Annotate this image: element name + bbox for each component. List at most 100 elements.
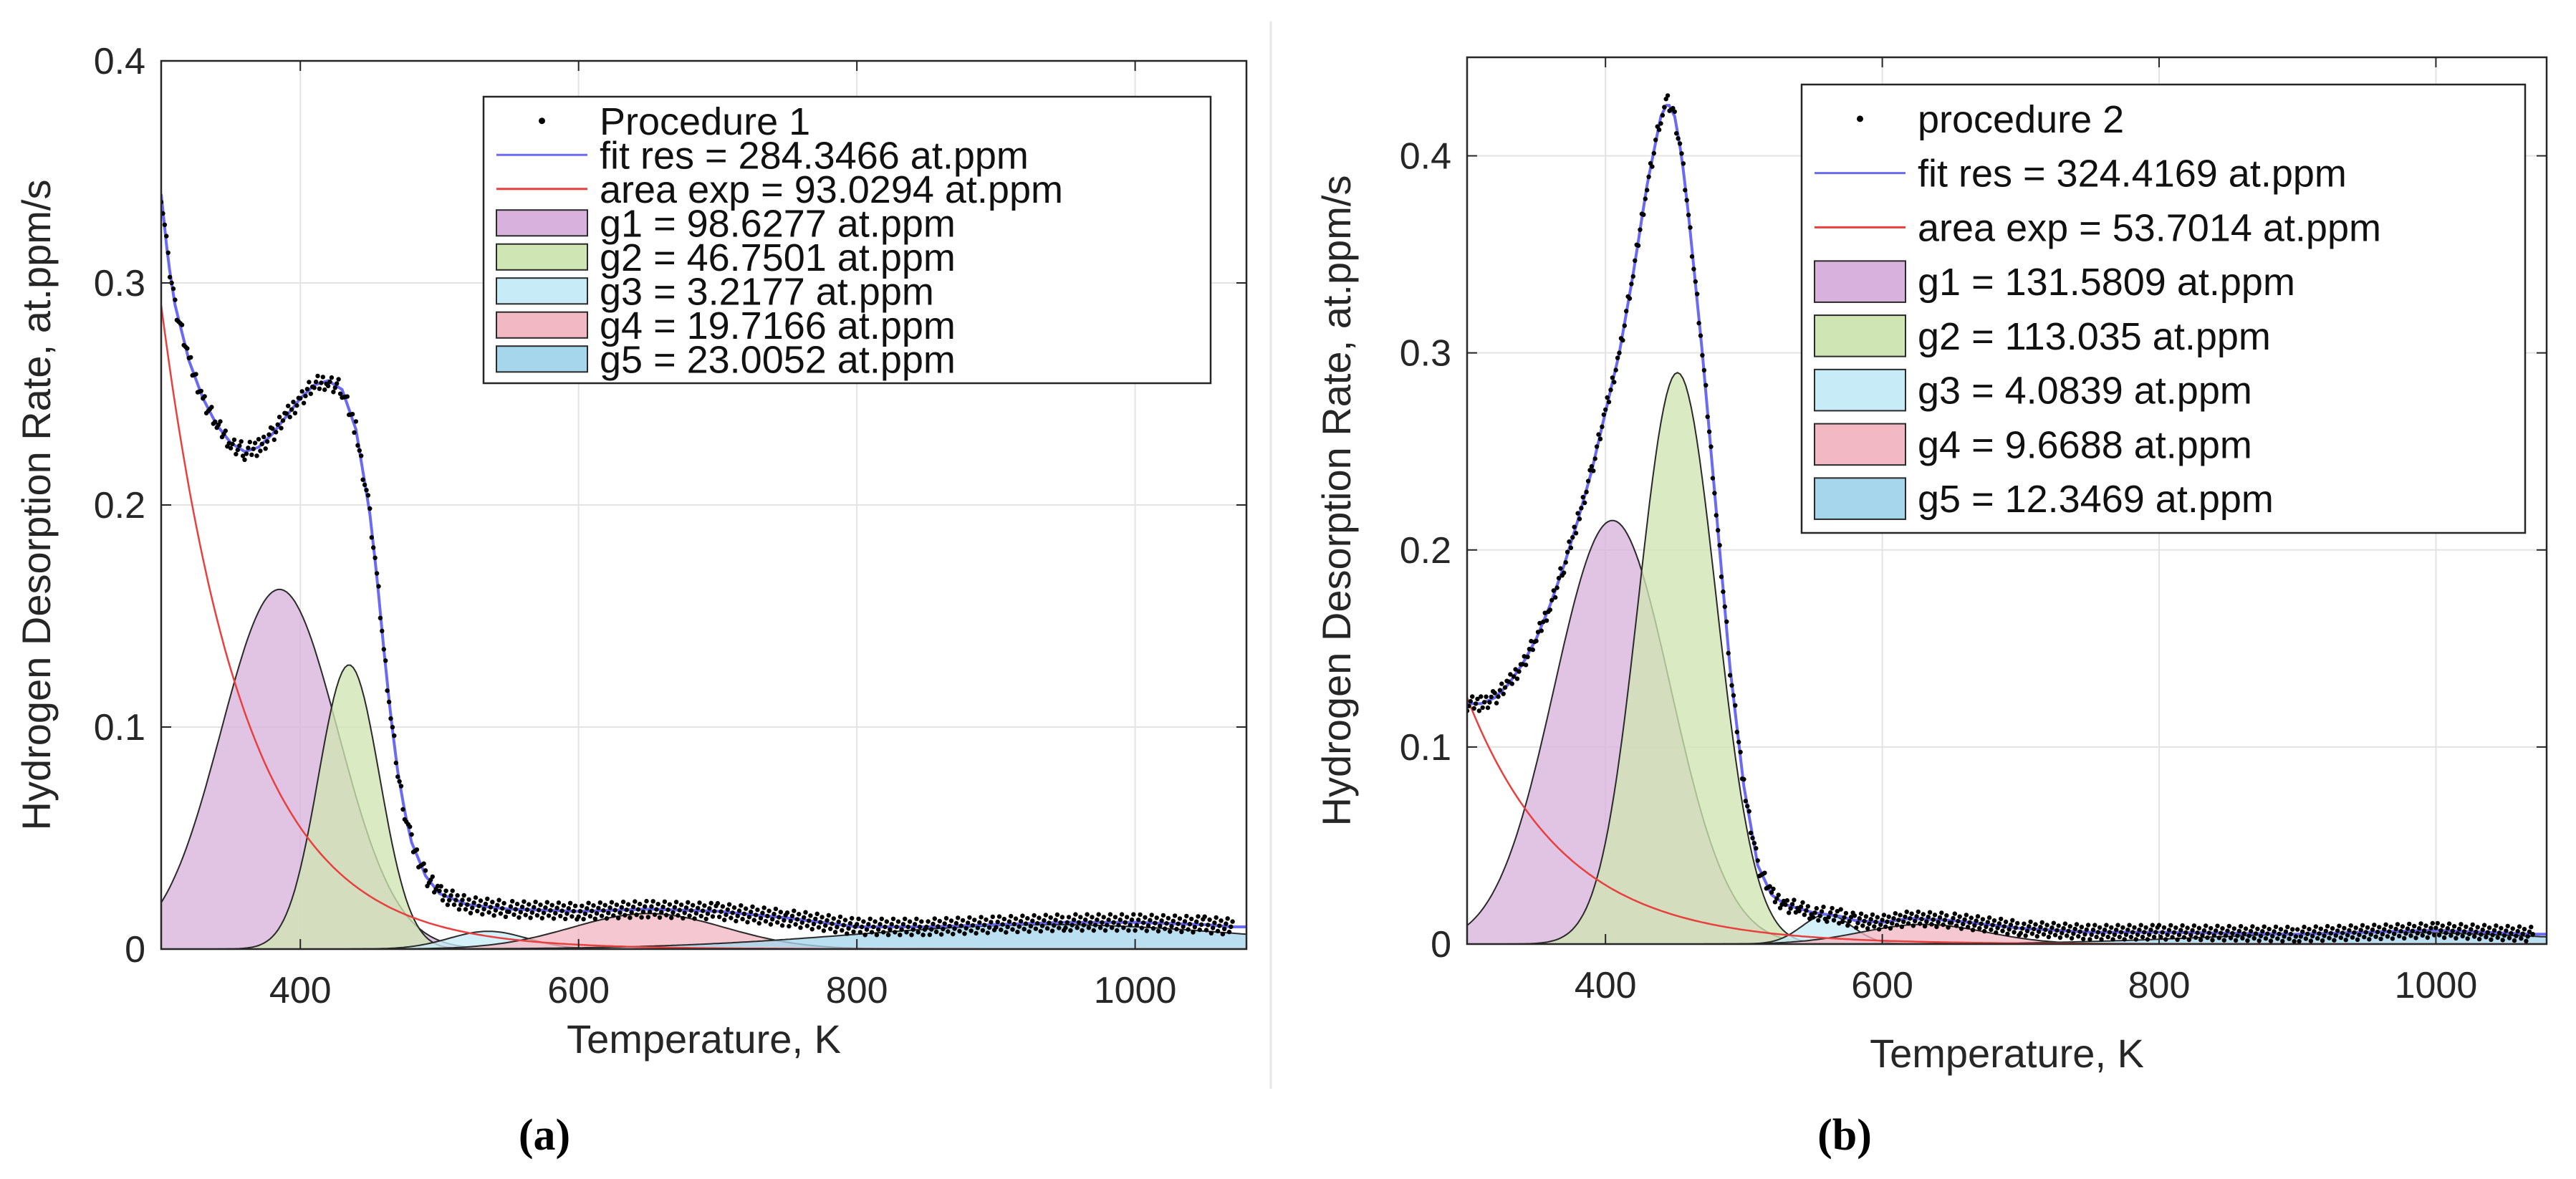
data-point	[1777, 905, 1783, 910]
data-point	[2028, 919, 2033, 925]
panel-caption: (a)	[519, 1111, 570, 1160]
data-point	[2509, 930, 2514, 936]
data-point	[929, 927, 934, 932]
measured-points	[161, 200, 1235, 938]
data-point	[2443, 930, 2448, 935]
data-point	[2210, 938, 2215, 943]
data-point	[2353, 925, 2358, 930]
data-point	[388, 716, 393, 721]
data-point	[705, 911, 711, 916]
data-point	[488, 905, 494, 910]
data-point	[982, 923, 987, 928]
data-point	[1767, 884, 1772, 889]
data-point	[2142, 930, 2147, 935]
data-point	[1838, 907, 1843, 912]
data-point	[2084, 927, 2089, 933]
data-point	[879, 916, 885, 922]
data-point	[919, 919, 924, 924]
data-point	[866, 922, 871, 927]
data-point	[393, 760, 398, 766]
data-point	[1787, 910, 1792, 915]
data-point	[784, 910, 790, 915]
data-point	[2292, 938, 2297, 944]
data-point	[1575, 511, 1580, 516]
data-point	[825, 918, 830, 923]
data-point	[1115, 928, 1120, 933]
data-point	[1129, 917, 1135, 923]
data-point	[836, 919, 841, 925]
data-point	[2001, 924, 2007, 929]
data-point	[1544, 618, 1549, 623]
data-point	[1886, 914, 1891, 920]
data-point	[522, 899, 527, 904]
data-point	[782, 918, 787, 923]
data-point	[1754, 846, 1759, 851]
data-point	[261, 434, 266, 440]
data-point	[2400, 924, 2406, 929]
data-point	[543, 905, 548, 910]
data-point	[1708, 444, 1714, 449]
data-point	[1783, 902, 1788, 908]
data-point	[325, 383, 331, 388]
data-point	[2343, 938, 2348, 943]
data-point	[789, 913, 795, 919]
data-point	[1226, 929, 1232, 935]
data-point	[1177, 916, 1183, 921]
data-point	[889, 922, 894, 927]
data-point	[654, 907, 659, 912]
data-point	[1509, 681, 1514, 686]
data-point	[1741, 776, 1746, 782]
data-point	[1085, 912, 1090, 917]
data-point	[337, 391, 343, 396]
data-point	[2388, 924, 2393, 930]
data-point	[859, 924, 865, 930]
data-point	[2470, 922, 2475, 928]
data-point	[2426, 930, 2432, 935]
data-point	[2285, 924, 2290, 930]
axis-ticks	[161, 60, 1246, 950]
data-point	[2226, 923, 2231, 929]
data-point	[2456, 926, 2462, 932]
data-point	[948, 918, 954, 923]
data-point	[1517, 669, 1522, 674]
data-point	[2243, 926, 2249, 931]
data-point	[226, 441, 231, 446]
data-point	[2180, 923, 2185, 928]
data-point	[937, 918, 943, 924]
data-point	[938, 932, 944, 937]
data-point	[1802, 912, 1807, 918]
data-point	[395, 774, 400, 779]
data-point	[1698, 333, 1703, 338]
data-point	[2272, 929, 2277, 934]
data-point	[814, 911, 820, 917]
data-point	[1470, 694, 1475, 699]
data-point	[2287, 936, 2292, 941]
data-point	[2332, 938, 2337, 943]
data-point	[2003, 919, 2009, 925]
data-point	[256, 437, 261, 442]
x-tick-label: 400	[1575, 965, 1637, 1006]
data-point	[1075, 925, 1080, 930]
data-point	[1584, 489, 1589, 494]
data-point	[2395, 922, 2400, 927]
data-point	[751, 918, 757, 923]
data-point	[2337, 923, 2342, 928]
data-point	[2077, 929, 2082, 934]
data-point	[895, 919, 901, 924]
data-point	[1710, 476, 1716, 481]
data-point	[2140, 934, 2145, 940]
data-point	[544, 900, 549, 905]
data-point	[644, 898, 649, 904]
data-point	[1615, 355, 1620, 360]
data-point	[1995, 925, 2000, 930]
data-point	[731, 905, 737, 910]
data-point	[2163, 937, 2168, 942]
data-point	[2000, 928, 2005, 933]
data-point	[2145, 937, 2150, 942]
data-point	[956, 915, 961, 920]
data-point	[2190, 928, 2195, 933]
data-point	[2211, 933, 2216, 938]
data-point	[1779, 902, 1784, 908]
data-point	[957, 928, 962, 934]
